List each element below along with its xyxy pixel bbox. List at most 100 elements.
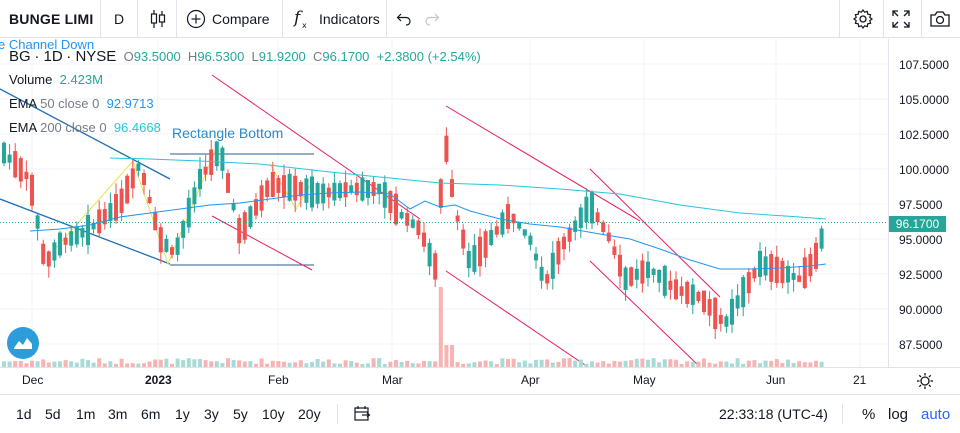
camera-icon[interactable] xyxy=(929,8,951,30)
fullscreen-icon[interactable] xyxy=(890,8,912,30)
candle-body xyxy=(567,227,572,242)
plus-circle-icon xyxy=(186,9,206,29)
volume-bar xyxy=(433,361,438,367)
clock[interactable]: 22:33:18 (UTC-4) xyxy=(719,406,828,422)
candle-body xyxy=(254,199,258,216)
compare-button[interactable]: Compare xyxy=(186,0,270,38)
candle-body xyxy=(634,268,639,280)
range-20y-button[interactable]: 20y xyxy=(298,406,321,422)
candle-body xyxy=(595,212,600,223)
range-6m-button[interactable]: 6m xyxy=(141,406,161,422)
volume-bar xyxy=(80,358,85,367)
candle-body xyxy=(394,193,398,225)
time-axis[interactable]: Dec 2023 Feb Mar Apr May Jun 21 xyxy=(0,367,960,395)
channel-line[interactable] xyxy=(445,270,589,367)
pattern-drawing[interactable] xyxy=(54,148,217,266)
volume-bar xyxy=(388,361,393,367)
range-5y-button[interactable]: 5y xyxy=(233,406,248,422)
channel-down-line[interactable] xyxy=(0,88,171,180)
volume-bar xyxy=(164,358,169,367)
time-label: Mar xyxy=(382,373,403,387)
time-label: Feb xyxy=(268,373,289,387)
candle-body xyxy=(46,251,51,267)
volume-bar xyxy=(203,360,208,367)
svg-text:f: f xyxy=(293,8,303,28)
candle-body xyxy=(730,298,734,325)
drawings-layer[interactable] xyxy=(0,74,721,367)
candle-body xyxy=(741,277,746,308)
candle-body xyxy=(35,215,40,229)
ema50-legend[interactable]: EMA 50 close 0 92.9713 xyxy=(9,96,154,111)
candle-body xyxy=(601,222,606,233)
gear-icon[interactable] xyxy=(852,8,874,30)
candle-body xyxy=(674,279,678,300)
candle-body xyxy=(41,243,46,264)
volume-legend[interactable]: Volume 2.423M xyxy=(9,72,103,87)
candle-body xyxy=(433,253,438,280)
volume-bar xyxy=(769,360,774,367)
candle-body xyxy=(517,222,522,229)
volume-bar xyxy=(746,360,751,367)
range-3y-button[interactable]: 3y xyxy=(204,406,219,422)
percent-toggle[interactable]: % xyxy=(862,406,876,423)
indicators-label: Indicators xyxy=(319,11,380,27)
candle-body xyxy=(74,226,79,245)
ema200-value: 96.4668 xyxy=(113,120,161,135)
toolbar-divider xyxy=(282,0,283,38)
auto-toggle[interactable]: auto xyxy=(921,406,951,423)
channel-line[interactable] xyxy=(589,168,721,298)
volume-value: 2.423M xyxy=(59,72,103,87)
timeframe-button[interactable]: D xyxy=(114,11,125,27)
toolbar-divider xyxy=(921,0,922,38)
candle-body xyxy=(405,213,410,226)
price-axis[interactable]: 107.5000 105.0000 102.5000 100.0000 97.5… xyxy=(888,39,960,367)
candle-body xyxy=(657,269,662,283)
price-label: 97.5000 xyxy=(899,198,943,212)
volume-bar xyxy=(265,363,270,367)
goto-date-icon[interactable] xyxy=(353,405,371,423)
volume-bar xyxy=(718,361,723,367)
volume-bar xyxy=(651,358,656,367)
volume-bar xyxy=(545,359,550,367)
range-5d-button[interactable]: 5d xyxy=(45,406,61,422)
chart-pane[interactable]: e Channel Down Rectangle Bottom BG · 1D … xyxy=(0,39,888,367)
rectangle-bottom-label[interactable]: Rectangle Bottom xyxy=(172,125,283,141)
tradingview-logo[interactable] xyxy=(7,327,39,359)
candle-body xyxy=(97,209,102,234)
channel-line[interactable] xyxy=(589,260,701,367)
volume-bar xyxy=(657,362,662,367)
range-1m-button[interactable]: 1m xyxy=(76,406,96,422)
range-1y-button[interactable]: 1y xyxy=(175,406,190,422)
candle-body xyxy=(578,207,583,229)
candle-body xyxy=(287,173,292,201)
chart-type-button[interactable] xyxy=(149,0,167,38)
undo-button[interactable] xyxy=(396,0,412,38)
candle-body xyxy=(371,182,376,196)
range-1d-button[interactable]: 1d xyxy=(16,406,32,422)
volume-bar xyxy=(455,362,460,367)
time-label: Dec xyxy=(22,373,44,387)
channel-line[interactable] xyxy=(211,215,313,271)
candle-body xyxy=(814,242,818,269)
volume-bar xyxy=(427,361,432,367)
redo-button[interactable] xyxy=(424,0,440,38)
settings-sun-icon[interactable] xyxy=(916,372,934,390)
volume-bar xyxy=(606,363,611,367)
grid xyxy=(0,39,888,367)
symbol-search-button[interactable]: BUNGE LIMI xyxy=(9,11,94,27)
candles-icon xyxy=(150,10,166,28)
channel-down-line[interactable] xyxy=(0,198,171,265)
volume-bar xyxy=(142,363,146,367)
range-10y-button[interactable]: 10y xyxy=(262,406,285,422)
price-label: 90.0000 xyxy=(899,303,943,317)
log-toggle[interactable]: log xyxy=(888,406,909,423)
indicators-button[interactable]: f x Indicators xyxy=(293,0,380,38)
channel-line[interactable] xyxy=(445,105,641,222)
candle-body xyxy=(472,245,477,272)
volume-bar xyxy=(528,363,533,367)
candle-body xyxy=(338,183,342,199)
volume-bar xyxy=(41,359,46,367)
range-3m-button[interactable]: 3m xyxy=(108,406,128,422)
ema200-legend[interactable]: EMA 200 close 0 96.4668 xyxy=(9,120,161,135)
chart-canvas[interactable]: e Channel Down Rectangle Bottom xyxy=(0,39,888,367)
